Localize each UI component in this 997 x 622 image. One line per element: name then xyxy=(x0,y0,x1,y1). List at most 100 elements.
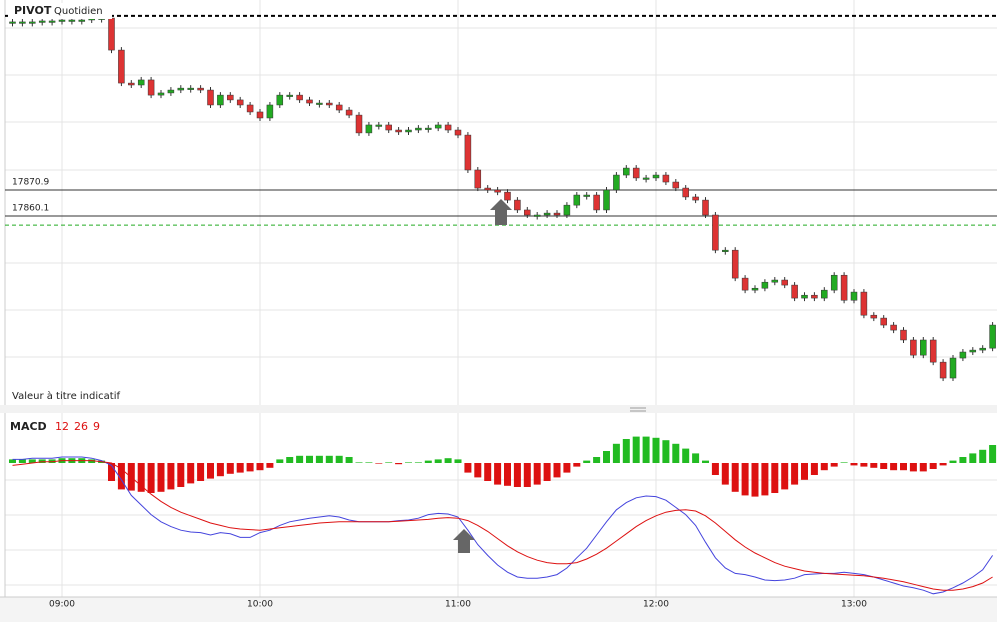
x-tick-label: 09:00 xyxy=(49,600,75,610)
histogram-bar xyxy=(117,463,125,490)
histogram-bar xyxy=(454,459,462,463)
histogram-bar xyxy=(474,463,482,478)
candle xyxy=(821,289,828,299)
candle xyxy=(147,79,155,96)
candle xyxy=(187,87,194,90)
x-tick-label: 10:00 xyxy=(247,600,273,610)
candle xyxy=(137,79,145,86)
histogram-bar xyxy=(880,463,888,469)
histogram-bar xyxy=(642,436,650,463)
histogram-bar xyxy=(434,459,442,463)
histogram-bar xyxy=(88,459,96,463)
histogram-bar xyxy=(900,463,907,471)
macd-param: 12 xyxy=(55,420,69,433)
candle xyxy=(583,194,590,197)
macd-param: 26 xyxy=(74,420,88,433)
candle xyxy=(781,279,788,286)
histogram-bar xyxy=(296,455,304,463)
candle xyxy=(197,87,204,91)
candle xyxy=(9,21,16,24)
histogram-bar xyxy=(345,457,353,463)
candle xyxy=(375,124,383,127)
candle xyxy=(900,329,907,341)
histogram-bar xyxy=(731,463,739,492)
histogram-bar xyxy=(711,463,719,475)
arrow xyxy=(490,199,512,225)
histogram-bar xyxy=(850,463,858,466)
histogram-bar xyxy=(484,463,492,481)
candle xyxy=(840,274,848,301)
candle xyxy=(553,212,561,216)
candle xyxy=(741,277,749,291)
candle xyxy=(969,349,977,353)
histogram-bar xyxy=(108,463,115,481)
candle xyxy=(702,199,709,216)
candle xyxy=(771,279,779,283)
candle xyxy=(504,191,511,201)
histogram-bar xyxy=(207,463,214,479)
histogram-bar xyxy=(177,463,185,487)
histogram-bar xyxy=(721,463,729,485)
candle xyxy=(68,19,76,22)
candle xyxy=(543,212,551,216)
candle xyxy=(236,99,244,106)
candle xyxy=(949,357,957,379)
histogram-bar xyxy=(652,437,660,463)
candle xyxy=(811,294,818,299)
histogram-bar xyxy=(909,463,917,472)
candle xyxy=(682,187,689,198)
candle xyxy=(415,127,422,131)
candle xyxy=(514,199,521,211)
candle xyxy=(217,94,224,106)
candle xyxy=(939,361,947,379)
candle xyxy=(722,249,729,252)
candle xyxy=(623,167,630,176)
macd-title: MACD xyxy=(10,420,47,433)
candle xyxy=(157,92,165,96)
histogram-bar xyxy=(791,463,799,485)
histogram-bar xyxy=(286,457,294,463)
histogram-bar xyxy=(375,463,383,464)
histogram-bar xyxy=(48,459,56,463)
histogram-bar xyxy=(147,463,155,493)
candle xyxy=(474,169,482,189)
histogram-bar xyxy=(266,463,274,468)
histogram-bar xyxy=(672,443,680,463)
arrow xyxy=(453,529,475,553)
histogram-bar xyxy=(335,455,343,463)
candle xyxy=(642,177,650,180)
candle xyxy=(989,324,996,349)
histogram-bar xyxy=(216,463,224,477)
histogram-bar xyxy=(563,463,571,473)
histogram-bar xyxy=(256,463,264,471)
candle xyxy=(870,314,878,319)
candle xyxy=(662,174,670,183)
histogram-bar xyxy=(801,463,808,480)
candle xyxy=(920,339,927,356)
histogram-bar xyxy=(157,463,165,492)
candle xyxy=(860,291,868,316)
histogram-bar xyxy=(306,455,313,463)
histogram-bar xyxy=(979,449,987,463)
candle xyxy=(78,19,86,22)
candle xyxy=(613,174,620,191)
subtitle: Quotidien xyxy=(54,6,103,17)
candle xyxy=(58,19,66,22)
candle xyxy=(335,104,343,111)
candle xyxy=(306,99,313,104)
candle xyxy=(464,134,472,171)
histogram-bar xyxy=(464,463,472,473)
histogram-bar xyxy=(513,463,521,487)
histogram-bar xyxy=(603,451,610,463)
histogram-bar xyxy=(771,463,779,493)
histogram-bar xyxy=(593,457,601,463)
histogram-bar xyxy=(890,463,898,471)
histogram-bar xyxy=(573,463,581,467)
candle xyxy=(652,174,660,179)
histogram-bar xyxy=(870,463,878,468)
time-axis xyxy=(0,597,997,622)
histogram-bar xyxy=(682,448,690,463)
macd-param: 9 xyxy=(93,420,100,433)
candle xyxy=(593,194,600,211)
